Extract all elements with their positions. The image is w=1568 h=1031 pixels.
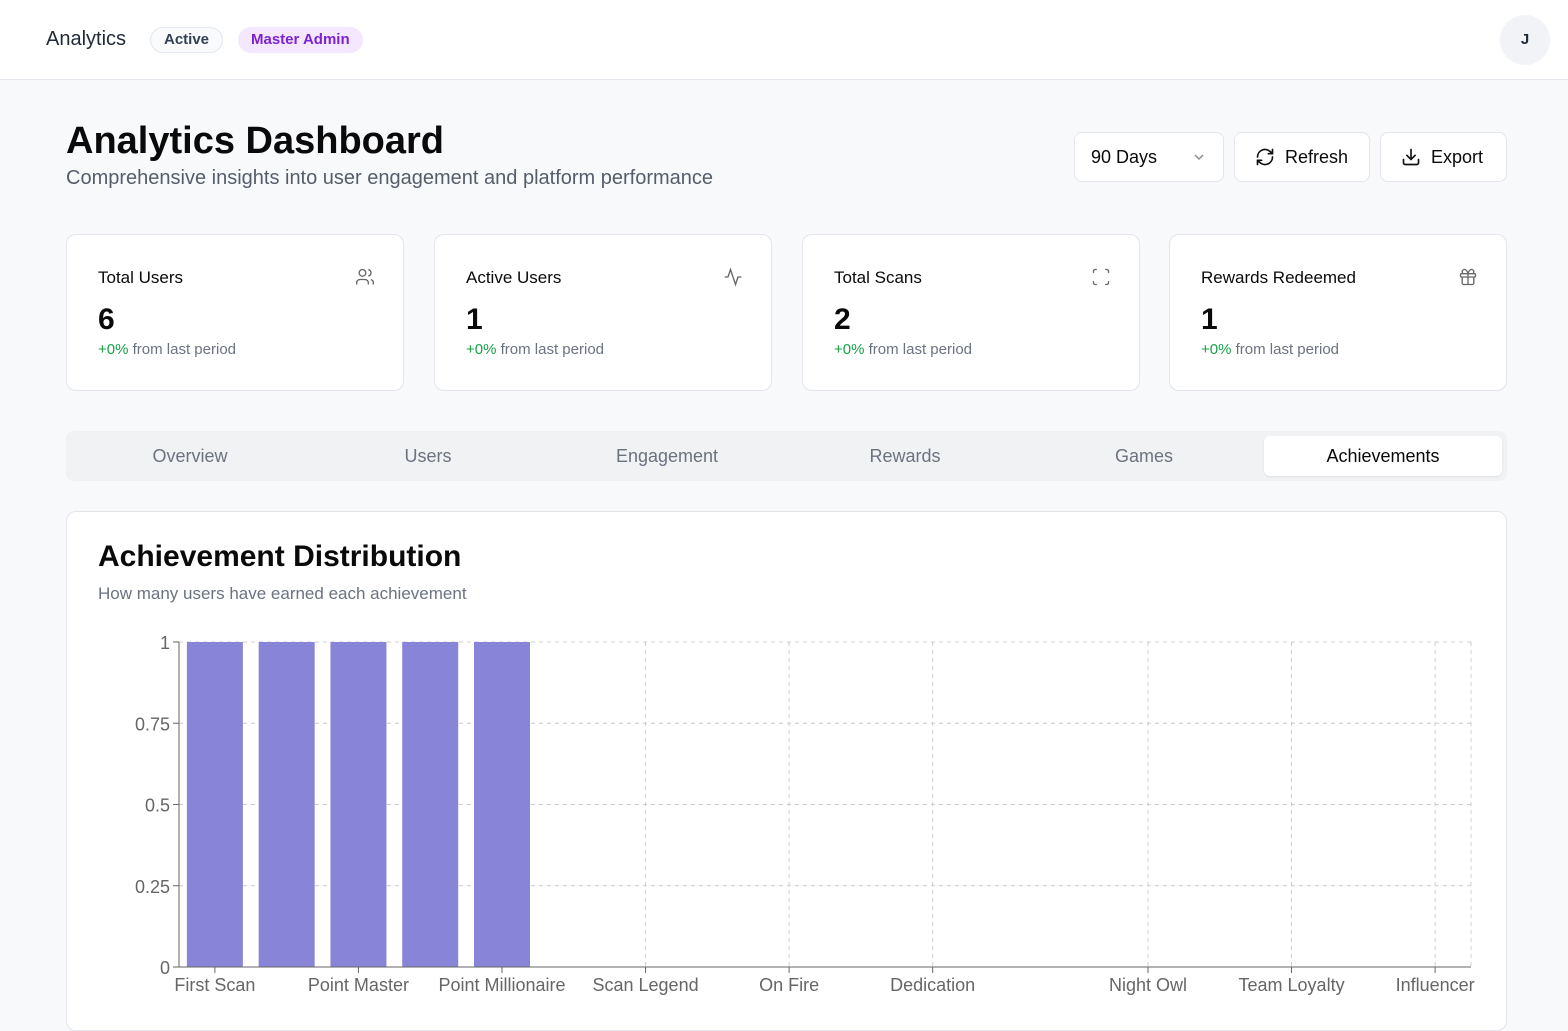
change-suffix: from last period (868, 341, 972, 358)
bar (402, 642, 459, 967)
bar (330, 642, 387, 967)
x-tick-label: Team Loyalty (1239, 975, 1345, 995)
tab-rewards[interactable]: Rewards (869, 446, 941, 466)
activity-icon (724, 267, 742, 287)
top-bar: Analytics Active Master Admin J (0, 0, 1568, 80)
stat-label: Rewards Redeemed (1201, 268, 1356, 287)
stat-card-rewards-redeemed: Rewards Redeemed 1 +0% from last period (1169, 234, 1507, 391)
period-select[interactable]: 90 Days (1074, 132, 1224, 182)
change-percent: +0% (1201, 341, 1232, 358)
bar (186, 642, 243, 967)
change-percent: +0% (834, 341, 865, 358)
stat-card-active-users: Active Users 1 +0% from last period (434, 234, 772, 391)
x-tick-label: First Scan (174, 975, 255, 995)
stat-label: Active Users (466, 268, 562, 287)
x-tick-label: Night Owl (1109, 975, 1187, 995)
tab-games[interactable]: Games (1114, 446, 1174, 466)
stat-value: 2 (834, 303, 851, 336)
x-tick-label: Point Master (308, 975, 409, 995)
export-button[interactable]: Export (1380, 132, 1507, 182)
role-badge: Master Admin (238, 27, 363, 53)
bar (258, 642, 315, 967)
tab-engagement[interactable]: Engagement (615, 446, 719, 466)
stat-change: +0% from last period (1201, 341, 1339, 358)
period-select-value: 90 Days (1091, 146, 1158, 167)
change-suffix: from last period (132, 341, 236, 358)
stat-card-total-scans: Total Scans 2 +0% from last period (802, 234, 1140, 391)
bar (474, 642, 530, 967)
stat-change: +0% from last period (466, 341, 604, 358)
chart-subtitle: How many users have earned each achievem… (98, 584, 467, 603)
y-tick-label: 0 (160, 958, 170, 978)
status-badge: Active (150, 27, 224, 53)
change-percent: +0% (98, 341, 129, 358)
change-percent: +0% (466, 341, 497, 358)
tab-overview[interactable]: Overview (152, 446, 228, 466)
y-tick-label: 0.5 (145, 796, 170, 816)
page-title: Analytics Dashboard (66, 120, 444, 162)
gift-icon (1459, 268, 1477, 286)
x-tick-label: Influencer (1396, 975, 1475, 995)
avatar[interactable]: J (1500, 15, 1550, 65)
download-icon (1402, 148, 1420, 166)
stat-value: 6 (98, 303, 115, 336)
refresh-label: Refresh (1285, 146, 1349, 167)
export-label: Export (1431, 146, 1484, 167)
tab-achievements[interactable]: Achievements (1264, 436, 1502, 476)
stat-change: +0% from last period (98, 341, 236, 358)
tab-bar: Overview Users Engagement Rewards Games … (66, 431, 1507, 481)
refresh-icon (1256, 148, 1274, 166)
chevron-down-icon (1194, 154, 1204, 160)
stat-card-total-users: Total Users 6 +0% from last period (66, 234, 404, 391)
stat-change: +0% from last period (834, 341, 972, 358)
y-tick-label: 0.25 (135, 877, 170, 897)
stat-value: 1 (1201, 303, 1218, 336)
achievement-distribution-card: Achievement Distribution How many users … (66, 511, 1507, 1031)
x-tick-label: On Fire (759, 975, 819, 995)
change-suffix: from last period (500, 341, 604, 358)
chart-title: Achievement Distribution (98, 540, 462, 573)
y-tick-label: 1 (160, 633, 170, 653)
scan-icon (1092, 268, 1110, 286)
x-tick-label: Point Millionaire (438, 975, 565, 995)
change-suffix: from last period (1235, 341, 1339, 358)
stat-value: 1 (466, 303, 483, 336)
users-icon (356, 268, 375, 285)
page-subtitle: Comprehensive insights into user engagem… (66, 167, 714, 189)
refresh-button[interactable]: Refresh (1234, 132, 1370, 182)
x-tick-label: Scan Legend (593, 975, 699, 995)
tab-users[interactable]: Users (404, 446, 452, 466)
stat-label: Total Scans (834, 268, 922, 287)
achievement-bar-chart: 0 0.25 0.5 0.75 1 First Scan Point Master Point… (135, 633, 1475, 995)
app-title: Analytics (46, 28, 127, 50)
y-tick-label: 0.75 (135, 714, 170, 734)
x-tick-label: Dedication (890, 975, 975, 995)
stat-label: Total Users (98, 268, 184, 287)
